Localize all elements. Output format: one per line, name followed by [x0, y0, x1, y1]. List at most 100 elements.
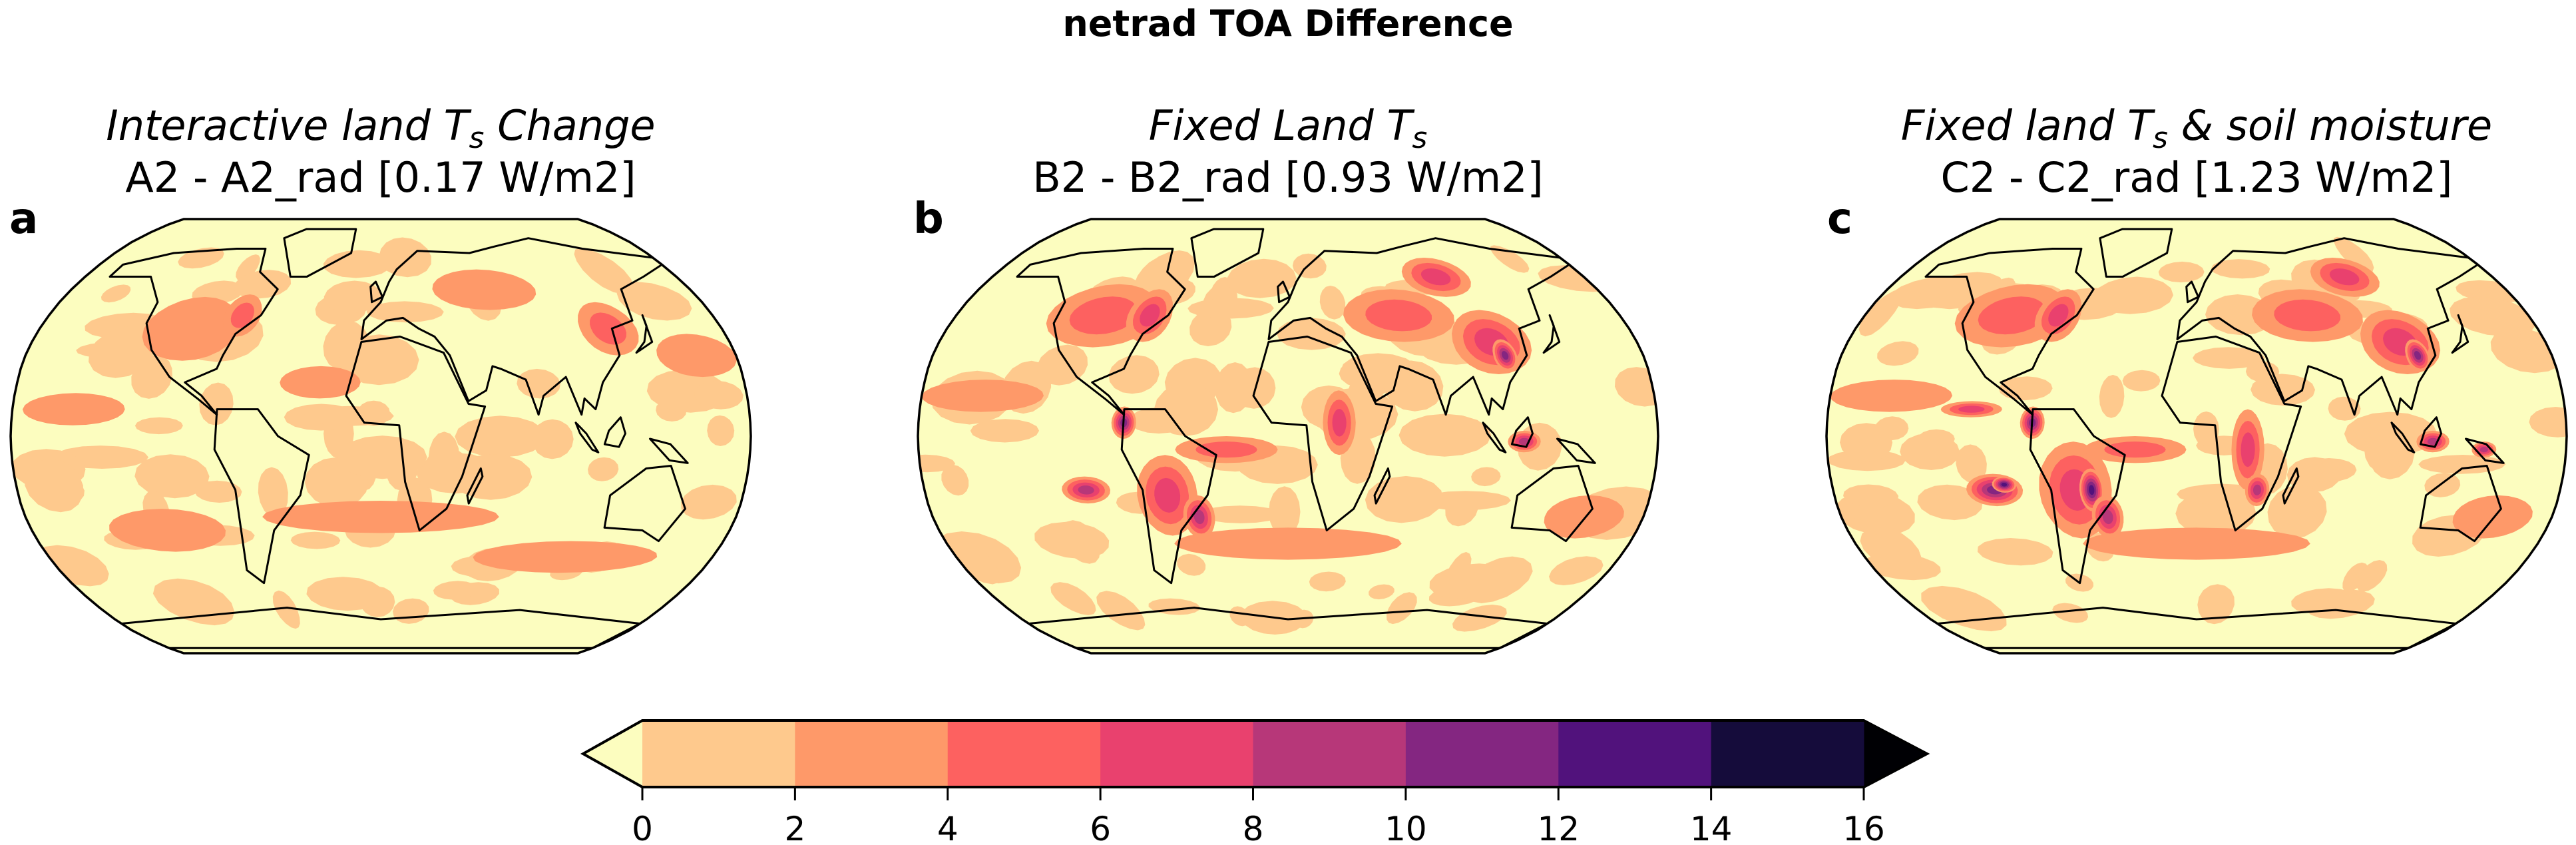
anomaly-patch [2267, 485, 2327, 539]
anomaly-patch [1860, 527, 1922, 572]
anomaly-patch [1078, 485, 1094, 495]
anomaly-patch [303, 406, 394, 426]
anomaly-patch [22, 393, 125, 425]
colorbar-bin-4 [1253, 720, 1406, 787]
anomaly-patch [1227, 258, 1297, 298]
anomaly-patch [194, 480, 242, 503]
coastline-eurasia [1267, 237, 1570, 416]
colorbar-tick-label: 10 [1385, 810, 1427, 845]
coastline-eurasia [2176, 237, 2479, 416]
anomaly-patch [1309, 571, 1346, 592]
anomaly-patch [337, 435, 427, 479]
anomaly-patch [1096, 591, 1146, 631]
coastline-south-america [213, 408, 310, 585]
anomaly-patch [230, 302, 254, 328]
anomaly-patch [2241, 432, 2255, 467]
anomaly-patch [1108, 355, 1160, 394]
anomaly-patch [290, 531, 341, 549]
panel-c-title: Fixed land Ts & soil moisture C2 - C2_ra… [1900, 101, 2493, 202]
coastline-sumatra [1482, 422, 1507, 453]
anomaly-patch [1549, 556, 1604, 585]
coastline-africa [1252, 336, 1394, 531]
anomaly-patch [588, 457, 619, 481]
anomaly-patch [1069, 296, 1138, 335]
anomaly-patch [616, 282, 692, 321]
anomaly-patch [1195, 441, 1257, 458]
anomaly-patch [2251, 374, 2316, 406]
anomaly-patch [1471, 467, 1501, 487]
panel-a-title: Interactive land Ts Change A2 - A2_rad [… [106, 101, 656, 202]
anomaly-patch [2193, 347, 2265, 369]
anomaly-patch [379, 237, 431, 278]
anomaly-patch [590, 312, 626, 345]
coastline-britain [2185, 280, 2200, 304]
anomaly-patch [2328, 396, 2361, 421]
anomaly-patch [2274, 299, 2341, 332]
anomaly-patch [2083, 527, 2310, 560]
anomaly-patch [1956, 444, 1987, 483]
anomaly-patch [2048, 304, 2069, 327]
anomaly-patch [2342, 562, 2369, 592]
anomaly-patch [2334, 236, 2374, 274]
anomaly-patch [970, 419, 1040, 443]
anomaly-patch [306, 577, 384, 611]
anomaly-patch [694, 380, 744, 410]
anomaly-patch [1210, 277, 1233, 305]
map-boundary [9, 218, 752, 655]
coastline-borneo [603, 416, 626, 448]
anomaly-patch [280, 366, 361, 399]
anomaly-patch [1199, 505, 1282, 523]
anomaly-patch [2093, 276, 2173, 314]
coastline-sumatra [574, 422, 600, 453]
anomaly-patch [2052, 603, 2089, 623]
anomaly-patch [2424, 473, 2461, 497]
anomaly-patch [432, 269, 537, 310]
anomaly-patch [262, 501, 499, 533]
colorbar-bin-6 [1558, 720, 1712, 787]
coastline-eurasia [360, 237, 663, 416]
anomaly-patch [1977, 538, 2053, 566]
anomaly-patch [1978, 296, 2046, 335]
anomaly-patch [2329, 268, 2360, 286]
colorbar-bin-5 [1405, 720, 1559, 787]
anomaly-patch [1174, 527, 1402, 560]
anomaly-patch [433, 581, 478, 600]
anomaly-patch [1369, 584, 1395, 600]
anomaly-patch [681, 484, 737, 520]
coastline-north-america [108, 248, 279, 416]
anomaly-patch [918, 454, 956, 473]
anomaly-patch [1398, 414, 1492, 457]
anomaly-patch [2479, 447, 2488, 453]
anomaly-patch [2529, 407, 2567, 437]
anomaly-patch [89, 326, 156, 378]
anomaly-patch [2122, 370, 2161, 392]
colorbar-bin-1 [795, 720, 949, 787]
anomaly-patch [1215, 362, 1253, 414]
coastline-australia [1510, 465, 1594, 543]
coastline-australia [603, 465, 686, 543]
anomaly-patch [366, 301, 444, 323]
panel-a-map [9, 218, 752, 655]
coastline-japan [1542, 314, 1561, 354]
anomaly-patch [921, 380, 1044, 412]
colorbar-bin-0 [642, 720, 795, 787]
anomaly-patch [941, 464, 969, 496]
panel-c-map [1825, 218, 2568, 655]
coastline-greenland [2099, 228, 2173, 278]
colorbar-tick-label: 0 [632, 810, 653, 845]
anomaly-patch [272, 590, 300, 629]
coastline-borneo [1510, 416, 1534, 448]
coastline-britain [1277, 280, 1291, 304]
anomaly-patch [2001, 483, 2008, 487]
anomaly-patch [2089, 485, 2095, 495]
anomaly-patch [1339, 358, 1395, 389]
colorbar-tick-label: 16 [1842, 810, 1885, 845]
colorbar-tick-label: 4 [937, 810, 959, 845]
anomaly-patch [2104, 441, 2166, 458]
coastline-greenland [283, 228, 357, 278]
anomaly-patch [1998, 376, 2053, 401]
coastline-sumatra [2390, 422, 2416, 453]
anomaly-patch [2193, 411, 2219, 447]
panel-b-title: Fixed Land Ts B2 - B2_rad [0.93 W/m2] [1032, 101, 1544, 202]
